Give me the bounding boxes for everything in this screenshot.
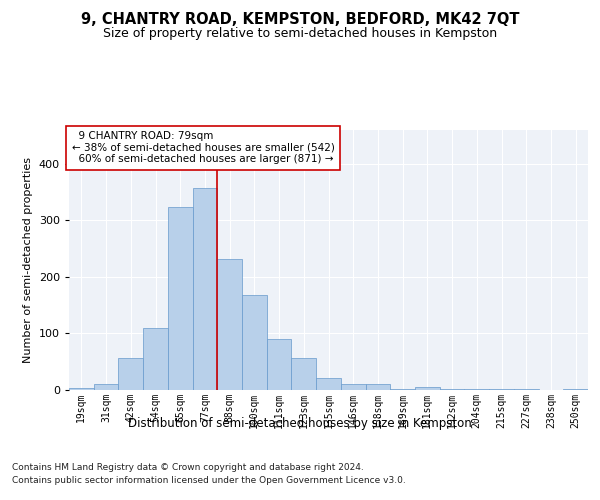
Bar: [69, 388, 94, 390]
Text: 9, CHANTRY ROAD, KEMPSTON, BEDFORD, MK42 7QT: 9, CHANTRY ROAD, KEMPSTON, BEDFORD, MK42…: [81, 12, 519, 28]
Bar: [464, 389, 489, 390]
Bar: [341, 384, 365, 390]
Bar: [415, 387, 440, 390]
Text: 9 CHANTRY ROAD: 79sqm
← 38% of semi-detached houses are smaller (542)
  60% of s: 9 CHANTRY ROAD: 79sqm ← 38% of semi-deta…: [71, 132, 334, 164]
Text: Size of property relative to semi-detached houses in Kempston: Size of property relative to semi-detach…: [103, 28, 497, 40]
Text: Contains public sector information licensed under the Open Government Licence v3: Contains public sector information licen…: [12, 476, 406, 485]
Text: Contains HM Land Registry data © Crown copyright and database right 2024.: Contains HM Land Registry data © Crown c…: [12, 462, 364, 471]
Bar: [440, 389, 464, 390]
Bar: [242, 295, 267, 390]
Bar: [118, 358, 143, 390]
Bar: [563, 389, 588, 390]
Bar: [217, 259, 242, 390]
Bar: [143, 328, 168, 390]
Bar: [316, 378, 341, 390]
Text: Distribution of semi-detached houses by size in Kempston: Distribution of semi-detached houses by …: [128, 418, 472, 430]
Bar: [489, 389, 514, 390]
Bar: [292, 358, 316, 390]
Bar: [267, 339, 292, 390]
Bar: [390, 389, 415, 390]
Bar: [514, 389, 539, 390]
Bar: [193, 188, 217, 390]
Bar: [168, 208, 193, 390]
Bar: [365, 384, 390, 390]
Bar: [94, 384, 118, 390]
Y-axis label: Number of semi-detached properties: Number of semi-detached properties: [23, 157, 33, 363]
